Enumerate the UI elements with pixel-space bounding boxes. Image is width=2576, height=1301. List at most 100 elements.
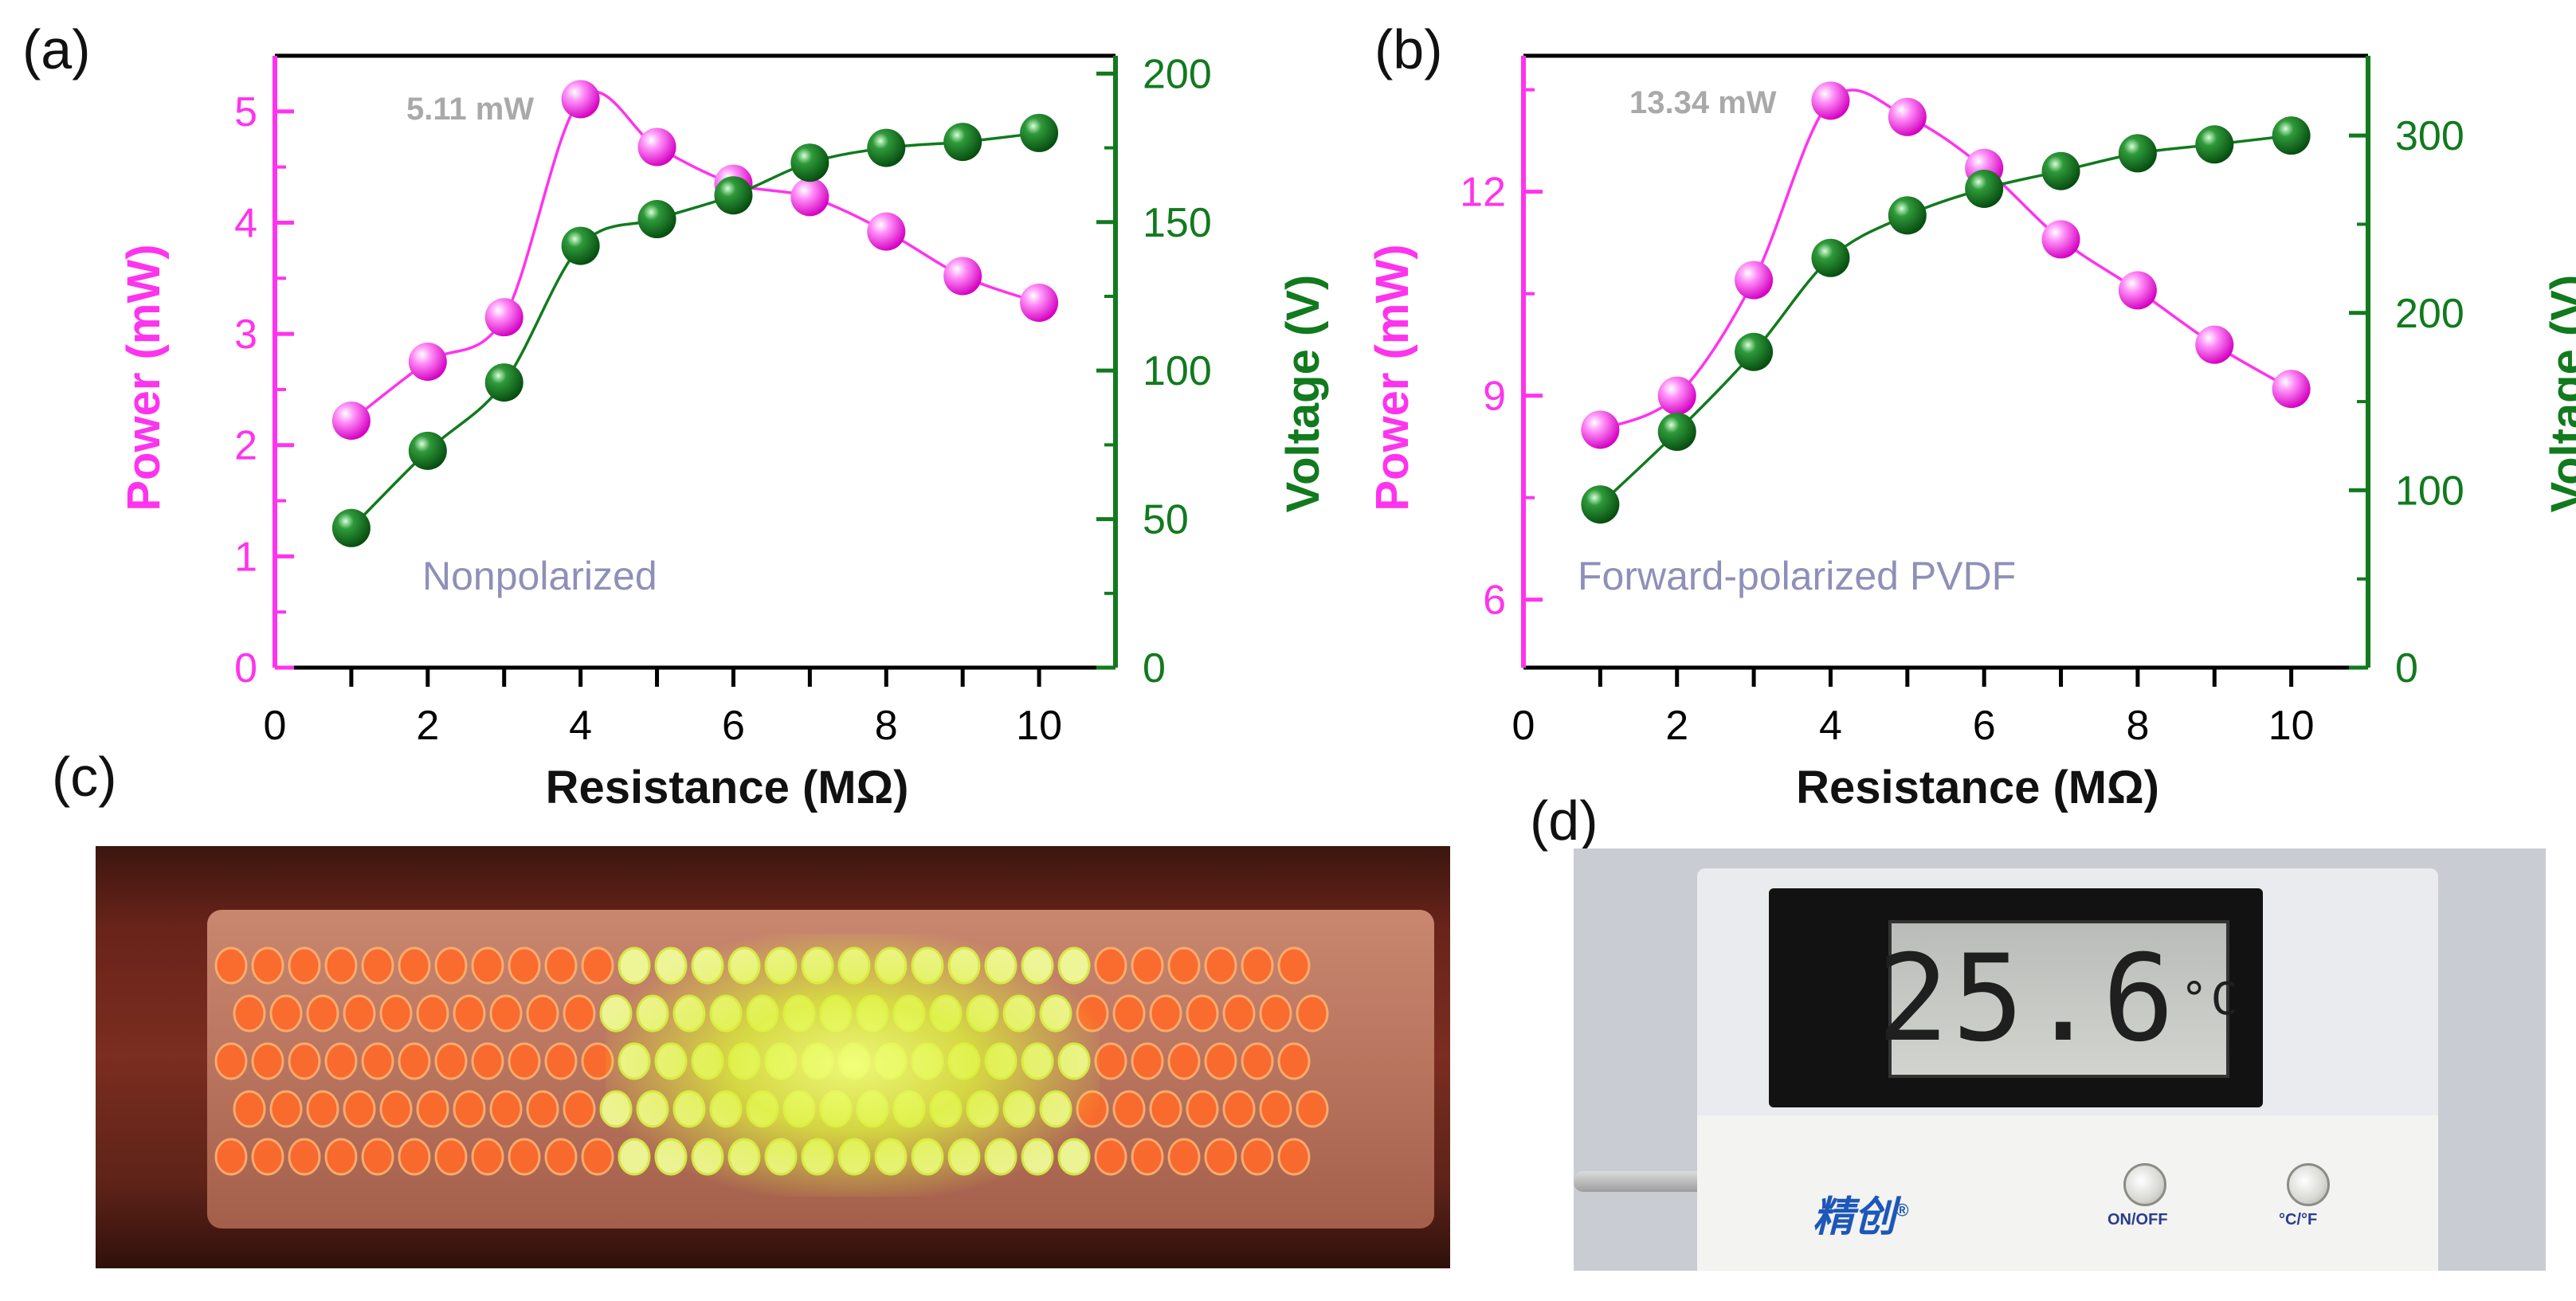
led <box>508 1138 541 1176</box>
power-point <box>1735 261 1774 300</box>
led <box>1112 994 1146 1033</box>
led <box>489 1090 523 1128</box>
led <box>361 1138 394 1176</box>
led <box>1241 946 1274 985</box>
led <box>269 1090 303 1128</box>
voltage-point <box>1581 485 1620 524</box>
voltage-point <box>2195 125 2234 164</box>
x-tick-label: 0 <box>1512 703 1535 749</box>
y-tick-label: 3 <box>234 312 257 358</box>
led <box>526 994 559 1033</box>
led <box>1296 1090 1329 1128</box>
led <box>306 1090 339 1128</box>
panel-label-c: (c) <box>52 746 117 808</box>
led <box>508 946 541 985</box>
condition-label: Forward-polarized PVDF <box>1578 554 2016 598</box>
led <box>1277 946 1311 985</box>
led <box>563 1090 596 1128</box>
led <box>1204 1042 1237 1080</box>
voltage-point <box>714 176 753 215</box>
x-tick-label: 2 <box>1665 703 1688 749</box>
led <box>343 1090 376 1128</box>
led <box>1167 946 1201 985</box>
led <box>288 1042 321 1080</box>
power-point <box>1811 81 1850 120</box>
led <box>1094 946 1127 985</box>
led <box>1277 1138 1311 1176</box>
led <box>1167 1042 1201 1080</box>
led <box>306 994 339 1033</box>
led <box>343 994 376 1033</box>
y2-tick-label: 0 <box>2395 645 2418 692</box>
lcd-display: 25.6 °C <box>1877 920 2237 1078</box>
led <box>434 946 468 985</box>
x-tick-label: 10 <box>1016 703 1062 749</box>
led <box>398 1042 431 1080</box>
panel-label-a: (a) <box>22 18 91 80</box>
power-point <box>2272 370 2311 409</box>
led <box>471 1138 504 1176</box>
x-tick-label: 0 <box>264 703 287 749</box>
led <box>1241 1138 1274 1176</box>
x-tick-label: 4 <box>569 703 592 749</box>
led <box>361 946 394 985</box>
y-tick-label: 5 <box>234 89 257 135</box>
led <box>453 1090 486 1128</box>
power-point <box>331 402 371 441</box>
power-point <box>408 343 447 381</box>
led <box>453 994 486 1033</box>
led <box>1259 1090 1292 1128</box>
power-point <box>637 127 676 167</box>
on-off-button[interactable] <box>2123 1163 2166 1206</box>
led <box>214 1042 248 1080</box>
temperature-unit: °C <box>2180 973 2241 1025</box>
y2-axis-label: Voltage (V) <box>1277 275 1329 513</box>
y2-tick-label: 50 <box>1143 497 1189 543</box>
voltage-point <box>1811 238 1850 277</box>
led <box>324 1042 358 1080</box>
led <box>1149 1090 1182 1128</box>
y2-axis-label: Voltage (V) <box>2542 275 2576 513</box>
voltage-point <box>1965 169 2004 208</box>
power-point <box>1888 97 1927 136</box>
power-point <box>2118 271 2157 310</box>
voltage-point <box>1735 332 1774 371</box>
unit-toggle-button[interactable] <box>2287 1163 2330 1206</box>
voltage-point <box>943 123 982 162</box>
led <box>563 994 596 1033</box>
y2-tick-label: 0 <box>1143 645 1166 692</box>
temperature-reading: 25.6 <box>1876 930 2178 1068</box>
y-tick-label: 9 <box>1483 374 1506 420</box>
power-point <box>1020 283 1059 322</box>
power-point <box>867 212 906 251</box>
led <box>398 1138 431 1176</box>
peak-annotation: 13.34 mW <box>1629 85 1777 120</box>
led <box>379 994 413 1033</box>
power-point <box>1581 410 1620 449</box>
led <box>251 1042 284 1080</box>
led <box>1204 1138 1237 1176</box>
on-off-label: ON/OFF <box>2107 1211 2168 1229</box>
led <box>1112 1090 1146 1128</box>
y-tick-label: 4 <box>234 200 257 246</box>
led <box>489 994 523 1033</box>
led <box>288 946 321 985</box>
voltage-point <box>2118 134 2157 173</box>
voltage-point <box>1888 196 1927 235</box>
y2-tick-label: 300 <box>2395 113 2464 159</box>
power-point <box>561 80 600 119</box>
led <box>526 1090 559 1128</box>
led <box>544 1042 578 1080</box>
led <box>1149 994 1182 1033</box>
led <box>1296 994 1329 1033</box>
power-point <box>484 298 523 337</box>
led <box>1167 1138 1201 1176</box>
led <box>251 946 284 985</box>
x-tick-label: 10 <box>2268 703 2315 749</box>
led <box>1186 994 1219 1033</box>
y2-tick-label: 200 <box>2395 291 2464 337</box>
y-tick-label: 1 <box>234 534 257 580</box>
voltage-point <box>484 363 523 402</box>
voltage-point <box>2041 151 2080 190</box>
